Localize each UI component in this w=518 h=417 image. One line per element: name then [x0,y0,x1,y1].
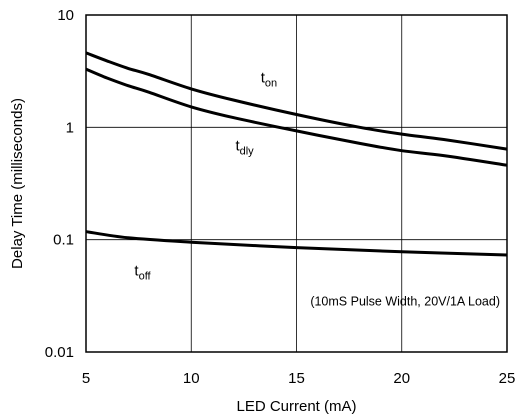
series-labels: ton tdly toff [134,70,277,283]
series-group [85,51,508,257]
x-axis-label: LED Current (mA) [236,398,356,415]
y-tick-label: 0.01 [45,344,74,361]
series-line-tdly [85,67,508,167]
series-line-ton [85,51,508,151]
y-axis-label: Delay Time (milliseconds) [9,98,26,269]
x-tick-label: 25 [499,370,516,387]
x-tick-label: 15 [288,370,305,387]
x-tick-label: 10 [183,370,200,387]
y-tick-label: 0.1 [53,232,74,249]
x-tick-label: 5 [82,370,90,387]
y-tick-label: 10 [57,7,74,24]
plot-area-frame [85,14,508,353]
tick-labels: 5 10 15 20 25 0.01 0.1 1 10 [45,7,516,387]
series-label-ton: ton [261,70,277,90]
series-line-toff [85,230,508,257]
series-label-tdly: tdly [235,138,254,158]
test-condition-note: (10mS Pulse Width, 20V/1A Load) [310,294,500,308]
x-tick-label: 20 [393,370,410,387]
series-label-toff: toff [134,262,151,282]
y-tick-label: 1 [66,119,74,136]
